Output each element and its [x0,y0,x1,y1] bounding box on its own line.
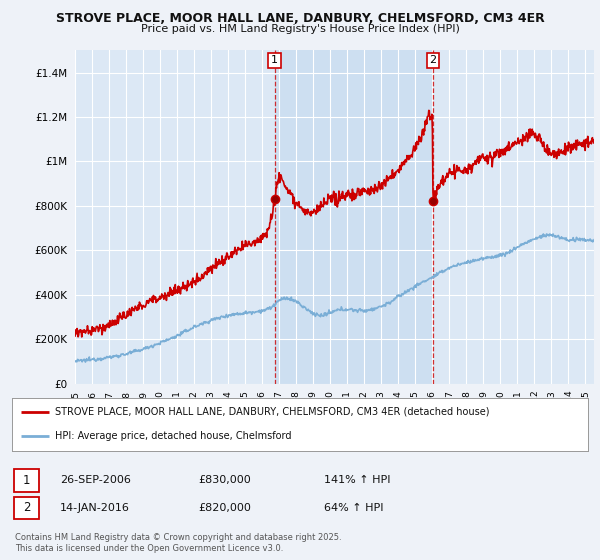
Text: STROVE PLACE, MOOR HALL LANE, DANBURY, CHELMSFORD, CM3 4ER (detached house): STROVE PLACE, MOOR HALL LANE, DANBURY, C… [55,407,490,417]
Text: Price paid vs. HM Land Registry's House Price Index (HPI): Price paid vs. HM Land Registry's House … [140,24,460,34]
Text: 2: 2 [430,55,437,66]
Text: 26-SEP-2006: 26-SEP-2006 [60,475,131,486]
Bar [275,50,433,384]
Text: £830,000: £830,000 [198,475,251,486]
Text: 2: 2 [23,501,30,515]
Text: 1: 1 [271,55,278,66]
Text: 141% ↑ HPI: 141% ↑ HPI [324,475,391,486]
Text: 14-JAN-2016: 14-JAN-2016 [60,503,130,513]
Text: STROVE PLACE, MOOR HALL LANE, DANBURY, CHELMSFORD, CM3 4ER: STROVE PLACE, MOOR HALL LANE, DANBURY, C… [56,12,544,25]
Text: £820,000: £820,000 [198,503,251,513]
Text: 64% ↑ HPI: 64% ↑ HPI [324,503,383,513]
Text: HPI: Average price, detached house, Chelmsford: HPI: Average price, detached house, Chel… [55,431,292,441]
Text: Contains HM Land Registry data © Crown copyright and database right 2025.
This d: Contains HM Land Registry data © Crown c… [15,533,341,553]
Text: 1: 1 [23,474,30,487]
